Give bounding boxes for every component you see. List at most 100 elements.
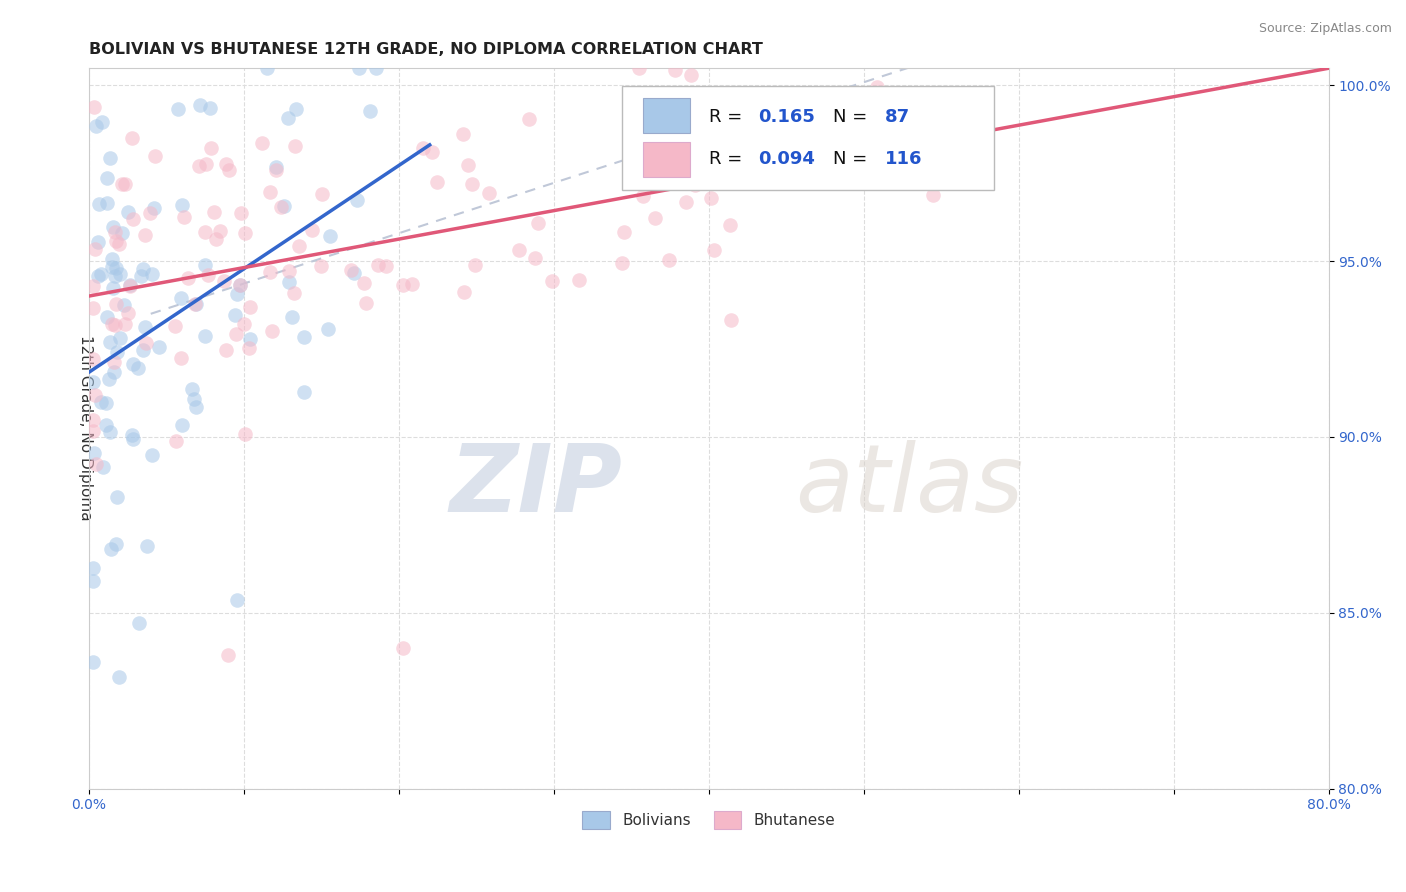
Point — [866, 79, 889, 94]
Text: ZIP: ZIP — [449, 440, 621, 532]
Text: R =: R = — [709, 108, 742, 126]
Point — [451, 127, 474, 141]
Point — [260, 324, 283, 338]
Text: Source: ZipAtlas.com: Source: ZipAtlas.com — [1258, 22, 1392, 36]
Point — [218, 163, 240, 178]
Point — [527, 216, 550, 230]
Point — [188, 160, 211, 174]
Point — [120, 277, 142, 292]
Point — [225, 326, 247, 341]
Point — [86, 268, 108, 283]
Point — [264, 160, 287, 174]
Point — [239, 332, 262, 346]
Point — [105, 234, 128, 248]
Point — [173, 211, 195, 225]
Text: R =: R = — [709, 151, 742, 169]
Point — [101, 281, 124, 295]
Text: BOLIVIAN VS BHUTANESE 12TH GRADE, NO DIPLOMA CORRELATION CHART: BOLIVIAN VS BHUTANESE 12TH GRADE, NO DIP… — [89, 42, 762, 57]
Point — [664, 62, 686, 77]
Point — [127, 361, 149, 376]
Point — [186, 297, 208, 311]
Point — [165, 434, 187, 449]
Point — [508, 243, 530, 257]
Point — [225, 592, 247, 607]
Point — [259, 265, 281, 279]
Point — [193, 225, 215, 239]
Point — [613, 225, 636, 239]
Point — [224, 309, 246, 323]
Point — [84, 242, 107, 256]
Point — [117, 306, 139, 320]
Text: 0.094: 0.094 — [758, 151, 815, 169]
Point — [887, 102, 910, 116]
Point — [675, 106, 697, 120]
Point — [644, 211, 666, 226]
Point — [720, 313, 742, 327]
Point — [131, 262, 153, 277]
Point — [610, 256, 633, 270]
Point — [273, 199, 295, 213]
Point — [292, 329, 315, 343]
Point — [107, 344, 129, 359]
Point — [568, 273, 591, 287]
Point — [114, 178, 136, 192]
Point — [98, 334, 121, 349]
Point — [657, 252, 679, 267]
Point — [283, 286, 305, 301]
Point — [214, 343, 236, 357]
Point — [104, 296, 127, 310]
Point — [921, 187, 943, 202]
Point — [343, 266, 366, 280]
Point — [202, 204, 225, 219]
Point — [87, 197, 110, 211]
Point — [633, 189, 655, 203]
Point — [233, 426, 256, 441]
Point — [117, 204, 139, 219]
Point — [129, 269, 152, 284]
Point — [200, 141, 222, 155]
Point — [194, 329, 217, 343]
Point — [391, 640, 413, 655]
FancyBboxPatch shape — [621, 86, 994, 190]
Point — [111, 177, 134, 191]
Point — [82, 561, 104, 575]
Point — [233, 226, 256, 240]
Point — [138, 206, 160, 220]
Point — [100, 317, 122, 331]
Point — [82, 351, 104, 366]
Point — [541, 274, 564, 288]
Point — [90, 395, 112, 409]
Point — [103, 355, 125, 369]
Point — [82, 413, 104, 427]
Point — [135, 335, 157, 350]
Point — [340, 263, 363, 277]
Point — [183, 392, 205, 407]
Text: 0.165: 0.165 — [758, 108, 815, 126]
Point — [194, 157, 217, 171]
Point — [186, 400, 208, 414]
Point — [353, 276, 375, 290]
Point — [82, 425, 104, 439]
Point — [101, 219, 124, 234]
Point — [284, 138, 307, 153]
Point — [679, 69, 702, 83]
Point — [461, 178, 484, 192]
Point — [651, 156, 673, 170]
Point — [84, 457, 107, 471]
Point — [101, 252, 124, 266]
Point — [82, 376, 104, 390]
Point — [108, 331, 131, 345]
Point — [198, 101, 221, 115]
Point — [104, 261, 127, 276]
Point — [963, 154, 986, 169]
Point — [98, 151, 121, 165]
Point — [104, 225, 127, 239]
Point — [111, 226, 134, 240]
Point — [194, 258, 217, 272]
Point — [311, 187, 333, 202]
Point — [478, 186, 501, 200]
Point — [281, 310, 304, 325]
Point — [457, 158, 479, 172]
Point — [630, 110, 652, 124]
Point — [167, 102, 190, 116]
